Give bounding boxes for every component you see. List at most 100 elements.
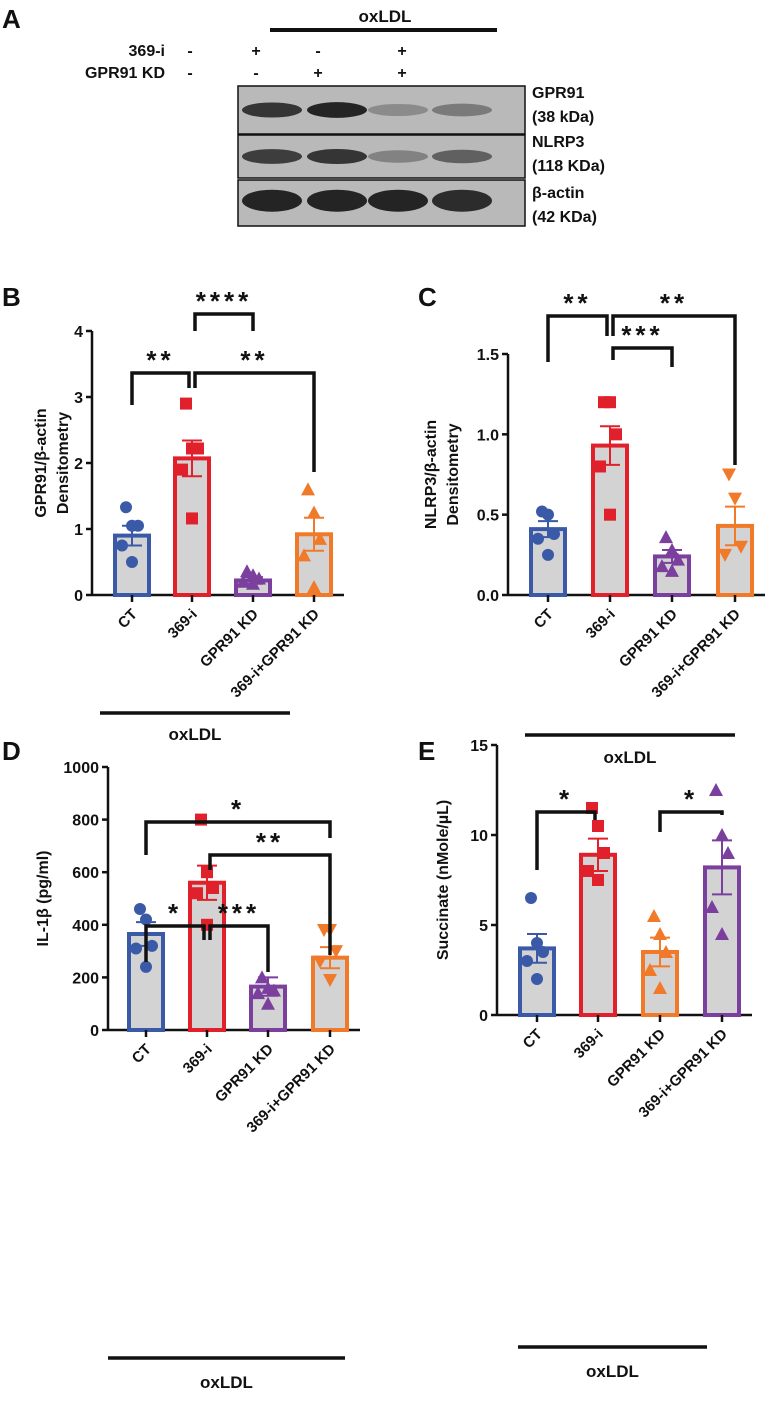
panel-d-chart: D IL-1β (pg/ml) 0 200 400 600 800 1000 CT 369-iGP… bbox=[2, 736, 360, 1392]
data-point bbox=[186, 512, 198, 525]
data-point bbox=[592, 820, 604, 832]
y-axis-label: Densitometry bbox=[445, 423, 462, 525]
x-tick-label: 369-i bbox=[571, 1026, 607, 1062]
blot-protein-label: NLRP3 bbox=[532, 134, 585, 151]
panel-letter-a: A bbox=[2, 4, 21, 34]
significance-label: * bbox=[684, 784, 698, 814]
data-point bbox=[655, 559, 669, 573]
panel-letter: E bbox=[418, 736, 435, 766]
x-tick-label: GPR91 KD bbox=[197, 606, 262, 671]
data-point bbox=[653, 927, 667, 940]
data-point bbox=[146, 939, 158, 952]
lane-sign-gpr91kd: + bbox=[397, 65, 406, 82]
data-point bbox=[116, 539, 128, 552]
blot-protein-label: β-actin bbox=[532, 185, 584, 202]
data-point bbox=[582, 865, 594, 877]
data-point bbox=[592, 874, 604, 886]
y-axis-label: NLRP3/β-actin bbox=[423, 420, 440, 529]
significance-bracket bbox=[144, 924, 206, 962]
panel-e-chart: E Succinate (nMole/µL) 0 5 10 15 CT 369-iGPR91 … bbox=[418, 736, 752, 1381]
significance-bracket bbox=[130, 371, 191, 405]
blot-band bbox=[368, 103, 428, 117]
bar-369-i bbox=[173, 456, 211, 597]
data-point bbox=[532, 532, 544, 545]
row-label-369i: 369-i bbox=[129, 43, 165, 60]
data-point bbox=[195, 813, 207, 826]
data-point bbox=[659, 530, 673, 544]
significance-bracket bbox=[611, 314, 737, 465]
y-tick-label: 10 bbox=[470, 828, 488, 845]
data-point bbox=[531, 937, 543, 949]
significance-bracket bbox=[611, 346, 674, 367]
data-point bbox=[734, 540, 748, 554]
data-point bbox=[246, 576, 260, 590]
data-point bbox=[297, 548, 311, 562]
y-tick-label: 15 bbox=[470, 738, 488, 755]
data-point bbox=[313, 531, 327, 545]
data-point bbox=[261, 996, 275, 1010]
y-axis-label: GPR91/β-actin bbox=[33, 408, 50, 517]
data-point bbox=[721, 846, 735, 859]
data-point bbox=[307, 580, 321, 594]
x-tick-label: CT bbox=[531, 606, 557, 632]
group-label: oxLDL bbox=[200, 1373, 253, 1392]
data-point bbox=[665, 563, 679, 577]
y-tick-label: 5 bbox=[479, 918, 488, 935]
data-point bbox=[531, 973, 543, 985]
y-tick-label: 200 bbox=[72, 970, 99, 987]
y-tick-label: 1000 bbox=[63, 760, 99, 777]
data-point bbox=[252, 571, 266, 585]
significance-label: * bbox=[168, 898, 182, 928]
significance-label: **** bbox=[196, 286, 252, 316]
data-point bbox=[180, 397, 192, 410]
data-point bbox=[653, 981, 667, 994]
significance-bracket bbox=[193, 371, 316, 472]
blot-band bbox=[307, 148, 367, 165]
data-point bbox=[659, 945, 673, 958]
significance-label: *** bbox=[621, 320, 663, 350]
data-point bbox=[307, 505, 321, 519]
blot-size-label: (38 kDa) bbox=[532, 109, 594, 126]
data-point bbox=[301, 482, 315, 496]
y-tick-label: 0.0 bbox=[477, 588, 499, 605]
data-point bbox=[521, 955, 533, 967]
significance-bracket bbox=[208, 924, 270, 972]
y-tick-label: 1.5 bbox=[477, 347, 499, 364]
blot-band bbox=[307, 102, 367, 118]
y-tick-label: 1 bbox=[74, 522, 83, 539]
lane-sign-369i: + bbox=[251, 43, 260, 60]
data-point bbox=[709, 783, 723, 796]
significance-label: *** bbox=[218, 898, 260, 928]
x-tick-label: GPR91 KD bbox=[616, 606, 681, 671]
blot-band bbox=[368, 189, 428, 212]
data-point bbox=[140, 960, 152, 973]
significance-label: ** bbox=[240, 345, 268, 375]
significance-bracket bbox=[193, 312, 255, 331]
significance-bracket bbox=[208, 853, 332, 955]
lane-sign-369i: - bbox=[315, 43, 320, 60]
x-tick-label: 369-i bbox=[583, 606, 619, 642]
group-label: oxLDL bbox=[586, 1362, 639, 1381]
x-tick-label: 369-i bbox=[180, 1041, 216, 1077]
x-tick-label: CT bbox=[129, 1041, 155, 1067]
data-point bbox=[604, 396, 616, 409]
y-tick-label: 3 bbox=[74, 390, 83, 407]
row-label-gpr91kd: GPR91 KD bbox=[85, 65, 165, 82]
data-point bbox=[130, 942, 142, 955]
x-tick-label: CT bbox=[520, 1026, 546, 1052]
data-point bbox=[728, 492, 742, 506]
x-tick-label: CT bbox=[115, 606, 141, 632]
significance-bracket bbox=[535, 810, 597, 870]
blot-size-label: (42 KDa) bbox=[532, 209, 597, 226]
y-axis-label: Succinate (nMole/µL) bbox=[435, 800, 452, 960]
panel-letter: D bbox=[2, 736, 21, 766]
data-point bbox=[192, 442, 204, 455]
blot-protein-label: GPR91 bbox=[532, 85, 585, 102]
y-tick-label: 2 bbox=[74, 456, 83, 473]
group-label: oxLDL bbox=[169, 725, 222, 744]
lane-signs: - - + - - + + + bbox=[187, 43, 406, 82]
lane-sign-369i: - bbox=[187, 43, 192, 60]
blot-band bbox=[242, 189, 302, 212]
data-point bbox=[647, 909, 661, 922]
blot-band bbox=[242, 149, 302, 164]
